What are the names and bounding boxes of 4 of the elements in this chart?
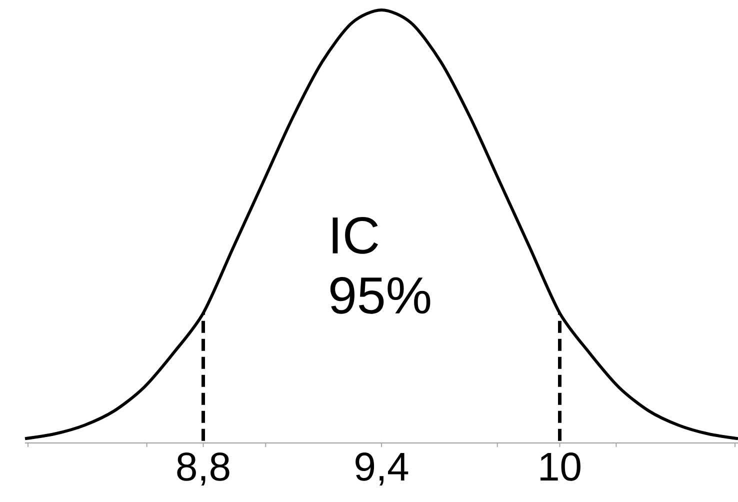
annotation: IC 95% (330, 217, 430, 314)
x-tick-label: 9,4 (356, 452, 408, 486)
x-tick-label: 10 (540, 452, 580, 481)
x-tick-label: 8,8 (177, 452, 230, 486)
